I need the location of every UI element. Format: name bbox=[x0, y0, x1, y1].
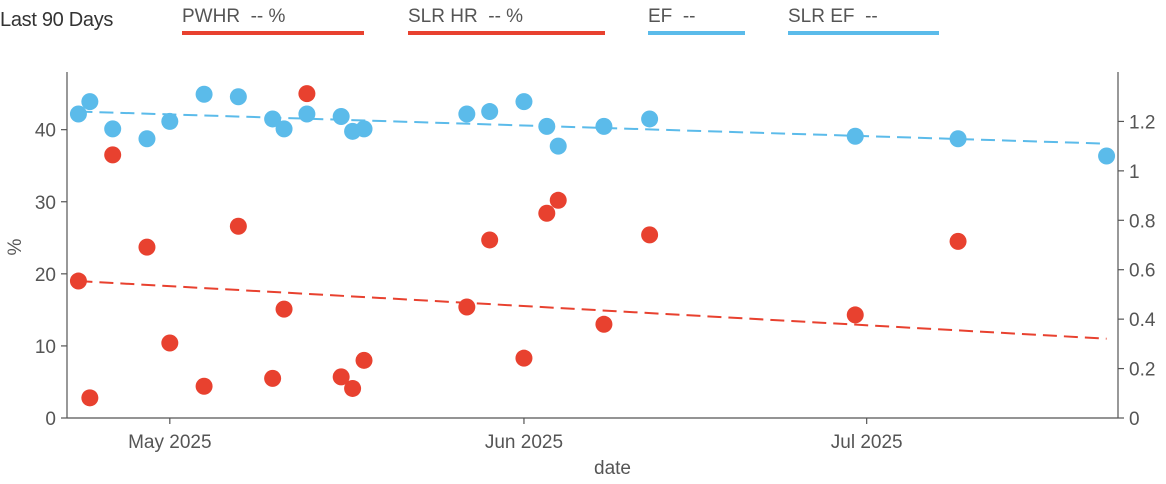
hr-data-point bbox=[161, 334, 179, 352]
legend-label: SLR HR -- % bbox=[408, 6, 524, 27]
ef-data-point bbox=[458, 105, 476, 123]
hr-data-point bbox=[549, 191, 567, 209]
hr-data-point bbox=[595, 315, 613, 333]
right-tick-label: 0.4 bbox=[1129, 310, 1156, 331]
ef-data-point bbox=[641, 110, 659, 128]
ef-data-point bbox=[481, 103, 499, 121]
y-axis-title: % bbox=[5, 238, 26, 255]
chart-header: Last 90 Days PWHR -- % SLR HR -- % EF --… bbox=[0, 0, 1166, 44]
hr-data-point bbox=[481, 231, 499, 249]
legend-label: EF -- bbox=[648, 6, 696, 27]
hr-data-point bbox=[949, 232, 967, 250]
legend-item-ef[interactable]: EF -- bbox=[648, 6, 745, 35]
hr-data-point bbox=[515, 349, 533, 367]
x-tick-label: Jul 2025 bbox=[831, 432, 903, 453]
ef-data-point bbox=[846, 127, 864, 145]
hr-data-point bbox=[275, 300, 293, 318]
right-tick-label: 1 bbox=[1129, 162, 1140, 183]
right-tick-label: 0.8 bbox=[1129, 211, 1155, 232]
ef-data-point bbox=[949, 130, 967, 148]
hr-data-point bbox=[355, 351, 373, 369]
legend-label: SLR EF -- bbox=[788, 6, 878, 27]
ef-data-point bbox=[1098, 147, 1116, 165]
hr-data-point bbox=[344, 379, 362, 397]
hr-data-point bbox=[81, 389, 99, 407]
hr-data-point bbox=[332, 368, 350, 386]
x-tick-label: Jun 2025 bbox=[485, 432, 563, 453]
right-tick-label: 0 bbox=[1129, 409, 1140, 430]
right-tick-label: 0.6 bbox=[1129, 261, 1155, 282]
hr-data-point bbox=[641, 226, 659, 244]
legend-item-slr-hr[interactable]: SLR HR -- % bbox=[408, 6, 605, 35]
hr-data-point bbox=[69, 272, 87, 290]
legend-item-slr-ef[interactable]: SLR EF -- bbox=[788, 6, 939, 35]
left-tick-label: 20 bbox=[35, 265, 56, 286]
ef-data-point bbox=[298, 105, 316, 123]
legend-swatch bbox=[648, 31, 745, 35]
left-tick-label: 0 bbox=[45, 409, 56, 430]
ef-data-point bbox=[549, 137, 567, 155]
x-tick-label: May 2025 bbox=[128, 432, 211, 453]
ef-data-point bbox=[332, 107, 350, 125]
ef-data-point bbox=[195, 85, 213, 103]
period-label: Last 90 Days bbox=[0, 9, 114, 31]
right-tick-label: 0.2 bbox=[1129, 360, 1155, 381]
left-tick-label: 40 bbox=[35, 121, 56, 142]
ef-data-point bbox=[515, 93, 533, 111]
left-tick-label: 30 bbox=[35, 193, 56, 214]
hr-data-point bbox=[104, 146, 122, 164]
ef-data-point bbox=[595, 117, 613, 135]
hr-data-point bbox=[538, 204, 556, 222]
ef-data-point bbox=[138, 130, 156, 148]
legend-swatch bbox=[182, 31, 364, 35]
ef-data-point bbox=[104, 120, 122, 138]
ef-data-point bbox=[355, 120, 373, 138]
ef-data-point bbox=[264, 110, 282, 128]
hr-trend-line bbox=[78, 280, 1107, 340]
hr-data-point bbox=[458, 298, 476, 316]
legend-label: PWHR -- % bbox=[182, 6, 286, 27]
legend-item-pwhr[interactable]: PWHR -- % bbox=[182, 6, 364, 35]
ef-trend-line bbox=[78, 110, 1107, 145]
ef-data-point bbox=[275, 120, 293, 138]
hr-data-point bbox=[298, 85, 316, 103]
right-tick-label: 1.2 bbox=[1129, 112, 1155, 133]
hr-data-point bbox=[195, 377, 213, 395]
hr-data-point bbox=[846, 306, 864, 324]
ef-data-point bbox=[69, 105, 87, 123]
hr-data-point bbox=[229, 217, 247, 235]
legend-swatch bbox=[408, 31, 605, 35]
left-tick-label: 10 bbox=[35, 337, 56, 358]
ef-data-point bbox=[81, 93, 99, 111]
legend-swatch bbox=[788, 31, 939, 35]
ef-data-point bbox=[538, 117, 556, 135]
hr-data-point bbox=[264, 369, 282, 387]
x-axis-title: date bbox=[594, 458, 631, 479]
ef-data-point bbox=[161, 112, 179, 130]
ef-data-point bbox=[229, 88, 247, 106]
hr-data-point bbox=[138, 238, 156, 256]
